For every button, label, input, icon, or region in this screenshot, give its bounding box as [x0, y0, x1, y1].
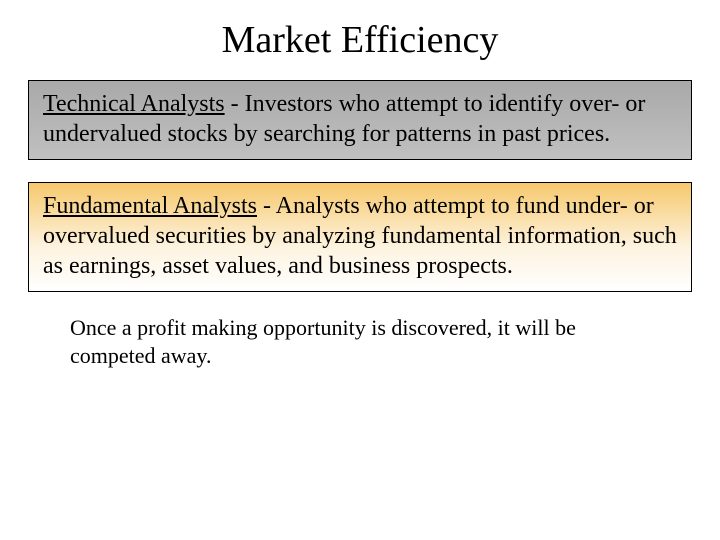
- slide-title: Market Efficiency: [0, 0, 720, 80]
- definition-box-fundamental: Fundamental Analysts - Analysts who atte…: [28, 182, 692, 292]
- definition-box-technical: Technical Analysts - Investors who attem…: [28, 80, 692, 160]
- term-fundamental: Fundamental Analysts: [43, 193, 257, 219]
- slide: Market Efficiency Technical Analysts - I…: [0, 0, 720, 540]
- footnote-text: Once a profit making opportunity is disc…: [70, 314, 650, 369]
- term-technical: Technical Analysts: [43, 91, 225, 117]
